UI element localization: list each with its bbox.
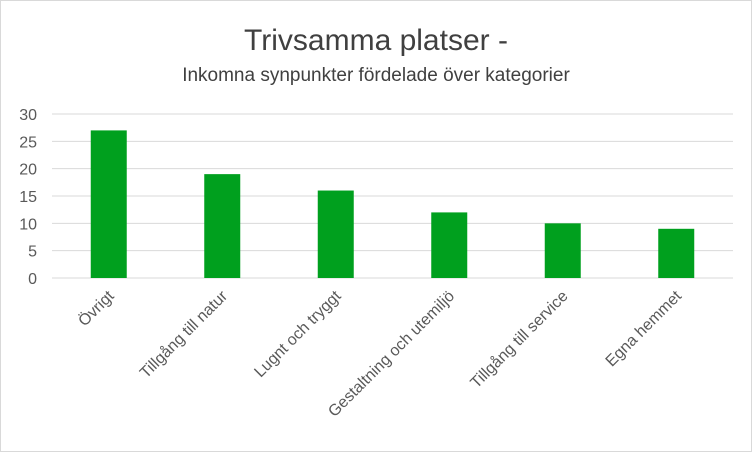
chart-subtitle: Inkomna synpunkter fördelade över katego… xyxy=(182,65,570,86)
x-tick-label: Egna hemmet xyxy=(603,287,686,370)
bars xyxy=(90,130,695,278)
y-axis: 0 5 10 15 20 25 30 xyxy=(19,107,37,288)
bar xyxy=(544,223,581,278)
bar xyxy=(658,228,695,278)
x-axis: Övrigt Tillgång till natur Lugnt och trygg… xyxy=(75,287,686,421)
x-tick-label: Gestaltning och utemiljö xyxy=(325,288,458,421)
bar xyxy=(204,174,241,278)
chart-title: Trivsamma platser - xyxy=(244,24,508,57)
bar xyxy=(317,190,354,278)
y-tick-label: 25 xyxy=(19,134,37,151)
y-tick-label: 5 xyxy=(28,244,37,261)
bar xyxy=(90,130,127,278)
x-tick-label: Tillgång till natur xyxy=(136,287,231,382)
gridlines xyxy=(52,113,733,279)
y-tick-label: 10 xyxy=(19,216,37,233)
y-tick-label: 20 xyxy=(19,162,37,179)
bar xyxy=(431,212,468,278)
y-tick-label: 0 xyxy=(28,271,37,288)
x-tick-label: Tillgång till service xyxy=(467,287,572,392)
y-tick-label: 15 xyxy=(19,189,37,206)
x-tick-label: Lugnt och tryggt xyxy=(251,287,345,381)
y-tick-label: 30 xyxy=(19,107,37,124)
x-tick-label: Övrigt xyxy=(75,287,118,330)
